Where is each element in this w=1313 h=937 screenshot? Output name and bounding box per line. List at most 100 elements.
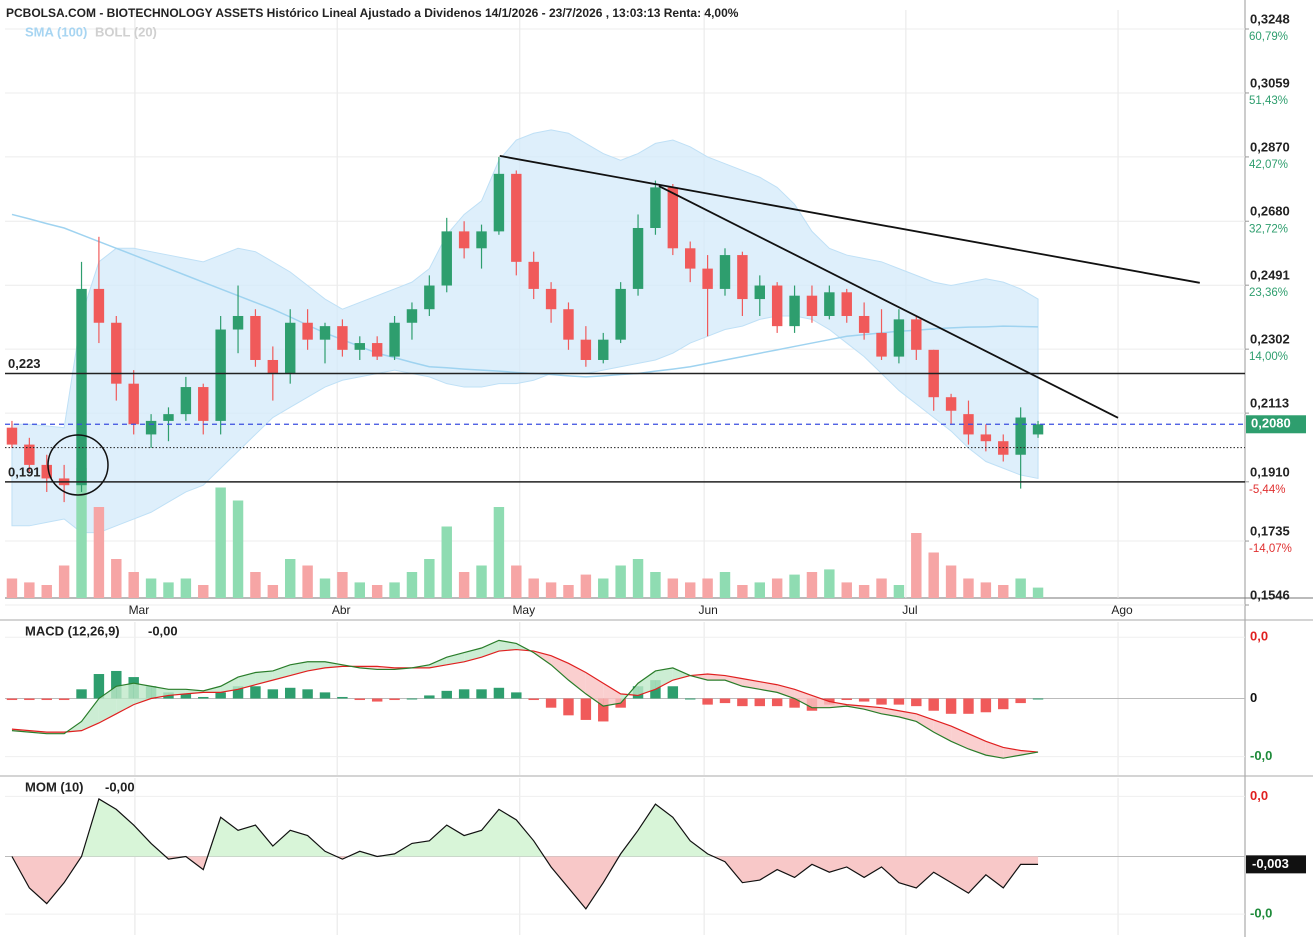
histogram-bar [458,689,470,699]
macd-line [11,639,1039,759]
candle-body [93,288,105,323]
volume-bar [667,578,679,598]
histogram-bar [702,698,713,705]
volume-bar [945,565,957,598]
volume-bar [771,578,783,598]
volume-bar [424,559,435,598]
y-tick-label: 0,2870 [1250,139,1290,154]
volume-bar [145,578,157,598]
candle-body [41,464,52,479]
volume-bar [963,578,974,598]
volume-bar [511,565,522,598]
candle-body [702,268,713,289]
x-tick-label: Jul [902,603,917,617]
candle-body [354,343,365,350]
volume-bar [737,585,748,598]
volume-bar [406,572,418,598]
macd-fill [985,741,1004,759]
macd-fill [638,670,656,696]
candle-body [458,231,470,249]
histogram-bar [337,696,348,699]
volume-bar [789,574,800,598]
volume-bar [876,578,887,598]
histogram-bar [285,687,296,699]
y-tick-label: 0,2113 [1250,396,1289,411]
macd-fill [864,706,882,714]
macd-fill [603,683,621,707]
histogram-bar [789,698,800,708]
legend-entry: BOLL (20) [95,24,157,39]
histogram-bar [406,698,418,700]
candle-body [598,339,609,360]
histogram-bar [685,698,696,700]
candle-body [580,339,592,360]
x-tick-label: Mar [129,603,150,617]
candle-body [893,319,905,357]
macd-fill [98,686,117,723]
volume-bar [476,565,487,598]
histogram-bar [493,687,505,699]
volume-bar [285,559,296,598]
volume-bar [911,533,922,598]
volume-bar [302,565,313,598]
candle-body [285,322,296,374]
volume-bar [719,572,731,598]
candle-body [128,383,139,425]
volume-bar [632,559,644,598]
x-tick-label: Ago [1111,603,1133,617]
histogram-bar [841,698,852,701]
histogram-bar [580,698,592,720]
volume-bar [458,572,470,598]
volume-bar [6,578,18,598]
candle-body [841,292,852,316]
y-tick-label: 0,1546 [1250,587,1290,602]
volume-bar [128,572,139,598]
volume-bar [998,585,1009,598]
panel-title: MACD (12,26,9) [25,623,120,638]
volume-bar [93,507,105,598]
volume-bar [980,582,992,598]
macd-fill [568,663,586,694]
histogram-bar [771,698,783,707]
y-tick-label: 0,1735 [1250,523,1290,538]
chart-title: PCBOLSA.COM - BIOTECHNOLOGY ASSETS Histó… [6,6,739,20]
histogram-bar [441,690,452,699]
histogram-bar [41,698,52,701]
histogram-bar [737,698,748,707]
candle-body [824,292,835,316]
y-tick-label: 0,2680 [1250,204,1290,219]
volume-bar [650,572,661,598]
volume-bar [58,565,70,598]
bollinger-band [11,129,1039,534]
candle-body [806,295,818,316]
histogram-bar [319,692,331,699]
support-label: 0,191 [8,464,41,479]
histogram-bar [24,698,35,701]
histogram-bar [1032,698,1044,700]
volume-bar [545,582,557,598]
histogram-bar [963,698,974,714]
candle-body [771,285,783,327]
macd-fill [968,733,986,756]
histogram-bar [893,698,905,705]
y-tick-change: 60,79% [1249,31,1288,43]
histogram-bar [980,698,992,713]
candle-body [1032,424,1044,435]
candle-body [250,315,261,360]
y-tick-change: 23,36% [1249,287,1288,299]
candle-body [145,420,157,435]
candle-body [615,288,626,340]
volume-bar [685,582,696,598]
histogram-bar [476,689,487,699]
volume-bar [824,569,835,598]
candle-body [302,322,313,340]
volume-bar [198,585,209,598]
histogram-bar [858,698,870,702]
candle-body [406,309,418,323]
volume-bar [111,559,122,598]
volume-bar [754,582,765,598]
macd-fill [672,667,691,681]
histogram-bar [111,670,122,699]
y-tick-label: 0,0 [1250,629,1268,644]
macd-fill [811,695,830,708]
